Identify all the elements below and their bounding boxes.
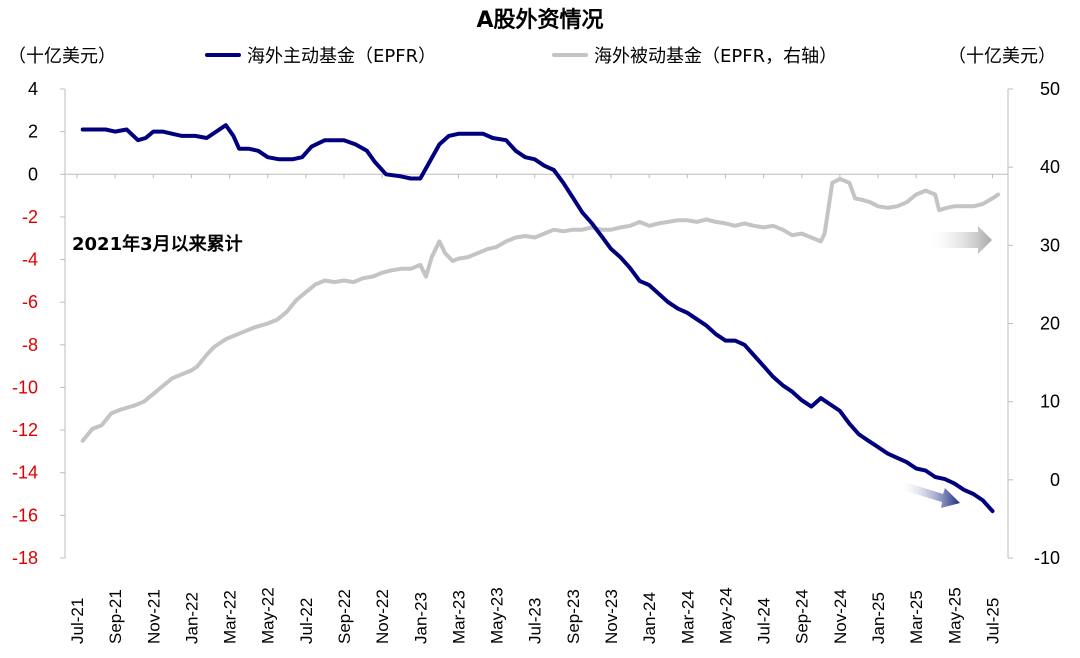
x-axis-tick-label: Sep-22	[335, 589, 354, 644]
left-axis-tick-label: -14	[12, 463, 38, 483]
chart-title: A股外资情况	[476, 8, 604, 33]
x-axis-tick-label: Mar-22	[221, 590, 240, 644]
left-axis-tick-label: -16	[12, 505, 38, 525]
x-axis-tick-label: Jul-21	[68, 598, 87, 644]
x-axis-tick-label: May-22	[259, 587, 278, 644]
left-axis-tick-label: -8	[22, 335, 38, 355]
x-axis-tick-label: Sep-23	[564, 589, 583, 644]
x-axis-tick-label: Jan-25	[869, 592, 888, 644]
x-axis-tick-label: Sep-24	[793, 589, 812, 644]
active-trend-arrow	[902, 482, 960, 508]
left-axis-tick-label: -6	[22, 292, 38, 312]
legend-label-passive-fund: 海外被动基金（EPFR，右轴）	[594, 46, 838, 67]
right-axis-tick-label: 0	[1050, 470, 1060, 490]
x-axis-tick-label: Mar-23	[449, 590, 468, 644]
x-axis-tick-label: Jan-24	[640, 592, 659, 644]
x-axis-tick-label: Jan-23	[411, 592, 430, 644]
left-axis-tick-label: 2	[28, 122, 38, 142]
x-axis-tick-label: May-24	[716, 587, 735, 644]
x-axis-tick-label: Mar-24	[678, 590, 697, 644]
left-axis-tick-label: -12	[12, 420, 38, 440]
active-fund-line	[80, 123, 995, 514]
x-axis-tick-label: Mar-25	[907, 590, 926, 644]
passive-fund-line	[80, 176, 1001, 443]
left-axis-tick-label: -10	[12, 377, 38, 397]
x-axis-tick-label: Jul-25	[983, 598, 1002, 644]
right-axis-tick-label: 40	[1040, 157, 1060, 177]
right-axis-unit-label: （十亿美元）	[948, 46, 1056, 67]
x-axis-tick-label: Nov-23	[602, 589, 621, 644]
right-axis-tick-label: -10	[1034, 548, 1060, 568]
left-axis-tick-label: -2	[22, 207, 38, 227]
left-axis-tick-label: -4	[22, 250, 38, 270]
legend-swatch-active-fund	[205, 53, 241, 57]
x-axis-tick-label: Nov-24	[831, 589, 850, 644]
legend-item-passive-fund: 海外被动基金（EPFR，右轴）	[552, 42, 837, 68]
x-axis-tick-label: Sep-21	[106, 589, 125, 644]
left-axis-tick-label: 0	[28, 164, 38, 184]
right-axis-tick-label: 20	[1040, 314, 1060, 334]
x-axis-tick-label: Nov-21	[144, 589, 163, 644]
legend-label-active-fund: 海外主动基金（EPFR）	[247, 46, 437, 67]
legend-item-active-fund: 海外主动基金（EPFR）	[205, 42, 436, 68]
left-axis-tick-label: 4	[28, 79, 38, 99]
right-axis-tick-label: 10	[1040, 392, 1060, 412]
passive-trend-arrow	[930, 226, 992, 254]
x-axis-tick-label: May-23	[488, 587, 507, 644]
x-axis-tick-label: Nov-22	[373, 589, 392, 644]
x-axis-tick-label: May-25	[945, 587, 964, 644]
x-axis-tick-label: Jul-23	[526, 598, 545, 644]
legend-swatch-passive-fund	[552, 53, 588, 57]
left-axis-unit-label: （十亿美元）	[8, 46, 116, 67]
cumulative-annotation: 2021年3月以来累计	[72, 234, 243, 255]
left-axis-tick-label: -18	[12, 548, 38, 568]
right-axis-tick-label: 50	[1040, 79, 1060, 99]
right-axis-tick-label: 30	[1040, 235, 1060, 255]
x-axis-tick-label: Jan-22	[182, 592, 201, 644]
x-axis-tick-label: Jul-22	[297, 598, 316, 644]
x-axis-tick-label: Jul-24	[755, 598, 774, 644]
